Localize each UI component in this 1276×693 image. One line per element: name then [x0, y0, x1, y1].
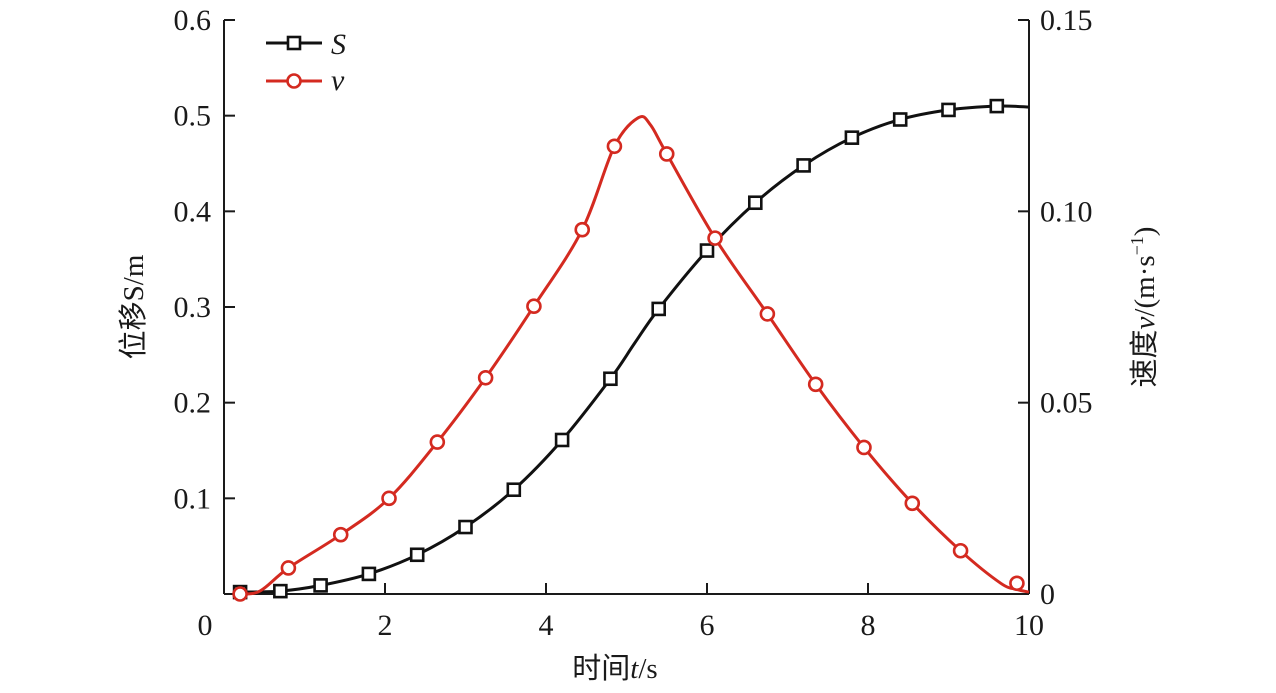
y-right-tick-label: 0.10 [1040, 195, 1093, 228]
x-tick-label: 4 [539, 609, 554, 642]
y-right-label-prefix: 速度 [1127, 329, 1161, 387]
x-tick-label: 0 [198, 609, 213, 642]
y-left-tick-label: 0.2 [174, 387, 212, 420]
series-v [232, 114, 1030, 602]
data-point-S [747, 195, 763, 211]
y-left-label-var: S [118, 285, 150, 301]
y-right-tick-label: 0.15 [1040, 4, 1093, 37]
y-right-tick-label: 0 [1040, 578, 1055, 611]
legend-v-marker [286, 73, 302, 89]
y-right-axis-label: 速度v/(m·s−1) [1127, 227, 1161, 388]
y-right-tick-label: 0.05 [1040, 387, 1093, 420]
data-point-S [506, 482, 522, 498]
left-axis-ticks: 0.1 0.2 0.3 0.4 0.5 0.6 [174, 4, 235, 515]
legend-s-marker [286, 35, 302, 51]
series-line-S [240, 104, 1030, 594]
y-left-tick-label: 0.3 [174, 291, 212, 324]
data-point-v [526, 298, 542, 315]
series-line-v [239, 114, 1030, 596]
data-point-v [429, 434, 446, 450]
y-left-label-prefix: 位移 [116, 301, 150, 359]
data-point-S [603, 371, 618, 387]
data-point-v [759, 306, 776, 322]
data-point-v [606, 138, 623, 155]
data-point-S [892, 112, 908, 127]
legend: S v [266, 28, 346, 97]
x-axis-ticks: 0 2 4 6 8 10 [198, 583, 1044, 642]
x-axis-label-unit: /s [638, 653, 657, 685]
data-point-v [232, 586, 248, 602]
data-point-S [651, 301, 667, 317]
y-right-label-unit-close: ) [1129, 227, 1161, 237]
y-right-label-unit-sup: −1 [1127, 236, 1147, 255]
x-tick-label: 8 [861, 609, 876, 642]
data-point-v [280, 560, 297, 576]
data-point-S [941, 102, 956, 118]
series-S [232, 98, 1030, 600]
data-point-v [1009, 575, 1025, 592]
data-point-S [844, 130, 860, 145]
data-point-v [332, 526, 349, 543]
x-axis-label-var: t [630, 653, 639, 685]
y-left-axis-label: 位移S/m [116, 254, 150, 359]
x-axis-label-prefix: 时间 [572, 651, 630, 685]
y-left-tick-label: 0.1 [174, 482, 212, 515]
data-point-S [458, 519, 473, 535]
data-point-S [554, 432, 570, 448]
data-point-S [796, 158, 811, 173]
data-point-v [574, 221, 591, 238]
y-right-label-unit-open: /(m·s [1129, 255, 1161, 316]
data-point-S [273, 583, 288, 599]
data-point-v [477, 369, 494, 386]
x-axis-label: 时间t/s [572, 651, 657, 685]
legend-s-label: S [331, 28, 346, 61]
legend-v-label: v [331, 64, 345, 97]
y-left-tick-label: 0.6 [174, 4, 212, 37]
series-layer [232, 98, 1030, 602]
y-left-label-unit: /m [118, 254, 150, 285]
data-point-v [807, 376, 824, 393]
data-point-S [409, 547, 425, 563]
data-point-v [952, 542, 969, 559]
data-point-v [707, 230, 723, 246]
x-tick-label: 6 [700, 609, 715, 642]
data-point-v [904, 495, 921, 512]
x-tick-label: 2 [378, 609, 393, 642]
data-point-S [361, 566, 377, 582]
data-point-v [658, 146, 675, 162]
y-right-label-var: v [1129, 316, 1161, 329]
data-point-v [381, 490, 397, 507]
data-point-S [989, 98, 1005, 114]
right-axis-ticks: 0 0.05 0.10 0.15 [1018, 4, 1093, 611]
data-point-v [856, 439, 872, 456]
data-point-S [313, 578, 328, 593]
y-left-tick-label: 0.4 [174, 195, 212, 228]
x-tick-label: 10 [1014, 609, 1044, 642]
data-point-S [699, 243, 715, 258]
y-left-tick-label: 0.5 [174, 100, 212, 133]
